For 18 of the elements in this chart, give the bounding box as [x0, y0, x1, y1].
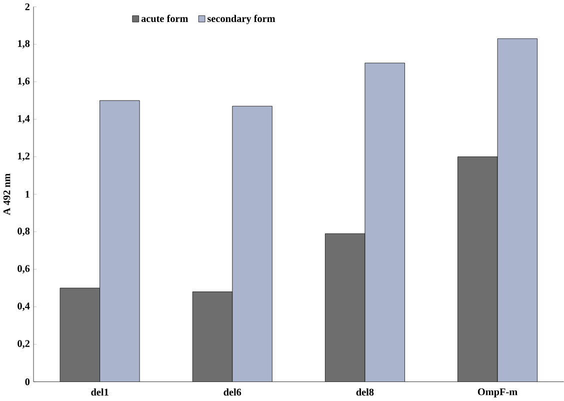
x-tick-label: del6 [224, 388, 242, 396]
y-tick-label: 1,4 [18, 115, 30, 124]
x-tick-label: OmpF-m [478, 388, 518, 398]
y-tick-label: 2 [25, 4, 30, 10]
x-tick-label: del8 [356, 388, 374, 396]
y-tick-label: 1,8 [18, 40, 30, 49]
x-tick-label: del1 [91, 388, 108, 396]
y-tick-label: 0,6 [18, 265, 30, 274]
legend-label: secondary form [208, 14, 276, 24]
y-tick-label: 1,6 [18, 78, 30, 86]
legend-label: acute form [141, 14, 188, 22]
y-axis-title: A 492 nm [3, 174, 10, 216]
y-tick-label: 0,2 [18, 340, 30, 349]
y-tick-label: 0,8 [18, 228, 30, 236]
y-tick-label: 0,4 [18, 302, 30, 312]
y-tick-label: 1,2 [18, 152, 30, 162]
y-tick-label: 0 [25, 378, 30, 386]
y-tick-label: 1 [26, 191, 30, 198]
